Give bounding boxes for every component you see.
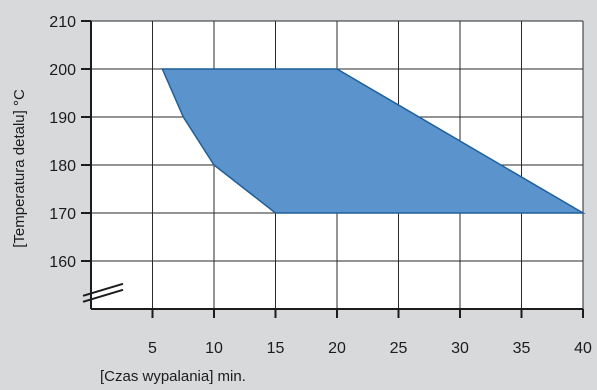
x-tick-label-25: 25 bbox=[390, 340, 408, 357]
x-tick-label-40: 40 bbox=[574, 340, 592, 357]
temperature-time-region bbox=[161, 68, 586, 214]
y-tick-label-190: 190 bbox=[49, 110, 76, 127]
x-tick-label-10: 10 bbox=[205, 340, 223, 357]
y-axis-label: [Temperatura detalu] °C bbox=[11, 89, 28, 248]
x-axis-label: [Czas wypalania] min. bbox=[100, 368, 246, 385]
x-tick-label-30: 30 bbox=[451, 340, 469, 357]
y-tick-label-210: 210 bbox=[49, 14, 76, 31]
x-tick-label-35: 35 bbox=[513, 340, 531, 357]
y-tick-label-200: 200 bbox=[49, 62, 76, 79]
tick-labels: 160 170 180 190 200 210 5 10 15 20 25 30 35 40 bbox=[49, 14, 592, 357]
x-tick-label-5: 5 bbox=[148, 340, 157, 357]
axis-break-mark-2 bbox=[82, 288, 124, 303]
x-tick-label-20: 20 bbox=[328, 340, 346, 357]
y-tick-label-170: 170 bbox=[49, 206, 76, 223]
y-tick-label-160: 160 bbox=[49, 254, 76, 271]
axes bbox=[81, 20, 584, 318]
x-tick-label-15: 15 bbox=[267, 340, 285, 357]
y-tick-label-180: 180 bbox=[49, 158, 76, 175]
axis-break-mark-1 bbox=[82, 282, 124, 297]
